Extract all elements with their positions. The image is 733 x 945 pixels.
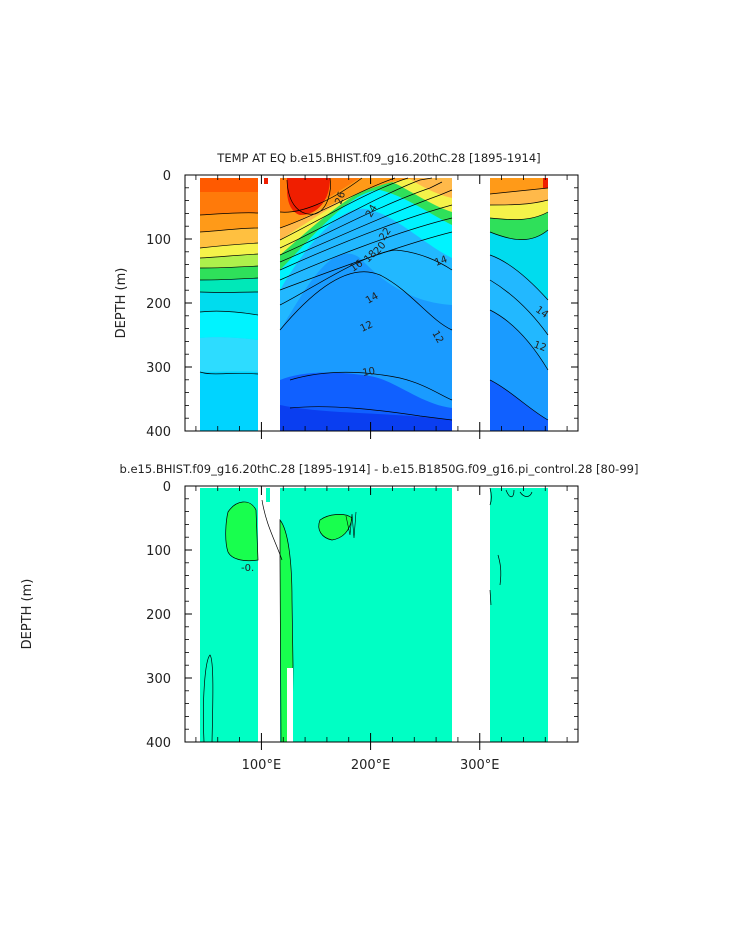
diff-negative-patches: [225, 501, 357, 742]
diff-contour-lines: [203, 487, 533, 742]
diff-east-basin: [490, 488, 548, 742]
bottom-panel: b.e15.BHIST.f09_g16.20thC.28 [1895-1914]…: [20, 462, 638, 773]
bottom-y-axis-label: DEPTH (m): [20, 579, 35, 650]
top-west-basin: [199, 178, 259, 431]
diff-pacific: [280, 488, 452, 742]
y-tick-label: 300: [146, 672, 171, 687]
top-pacific: [279, 177, 453, 431]
y-tick-label: 0: [163, 480, 171, 495]
y-tick-label: 100: [146, 544, 171, 559]
bottom-difference-field: [200, 487, 548, 742]
y-tick-label: 0: [163, 169, 171, 184]
contour-label: 12: [532, 339, 548, 354]
bottom-x-axis: 100°E 200°E 300°E: [195, 486, 568, 773]
bottom-y-axis: DEPTH (m) 0 100 200 300 400: [20, 480, 578, 751]
bottom-chart-title: b.e15.BHIST.f09_g16.20thC.28 [1895-1914]…: [120, 462, 639, 476]
top-temperature-field: [199, 177, 549, 431]
contour-label: 14: [433, 254, 449, 269]
y-tick-label: 200: [146, 608, 171, 623]
y-tick-label: 300: [146, 361, 171, 376]
contour-label: 26: [333, 190, 348, 206]
contour-label: 12: [359, 319, 375, 334]
top-contour-labels: 26 24 22 20 18 16 14 12 10 14 12 14 12: [333, 190, 550, 379]
top-sliver: [264, 178, 268, 184]
contour-label: 10: [362, 366, 376, 379]
top-east-basin: [489, 178, 549, 431]
contour-label: -0.: [241, 563, 254, 574]
top-panel: TEMP AT EQ b.e15.BHIST.f09_g16.20thC.28 …: [114, 151, 579, 440]
x-tick-label: 300°E: [460, 758, 500, 773]
y-tick-label: 100: [146, 233, 171, 248]
top-y-axis: DEPTH (m) 0 100 200 300 400: [114, 169, 578, 440]
top-chart-title: TEMP AT EQ b.e15.BHIST.f09_g16.20thC.28 …: [216, 151, 540, 165]
x-tick-label: 200°E: [351, 758, 391, 773]
top-y-axis-label: DEPTH (m): [114, 268, 129, 339]
y-tick-label: 200: [146, 297, 171, 312]
x-tick-label: 100°E: [242, 758, 282, 773]
y-tick-label: 400: [146, 425, 171, 440]
y-tick-label: 400: [146, 736, 171, 751]
top-x-ticks: [195, 175, 568, 439]
